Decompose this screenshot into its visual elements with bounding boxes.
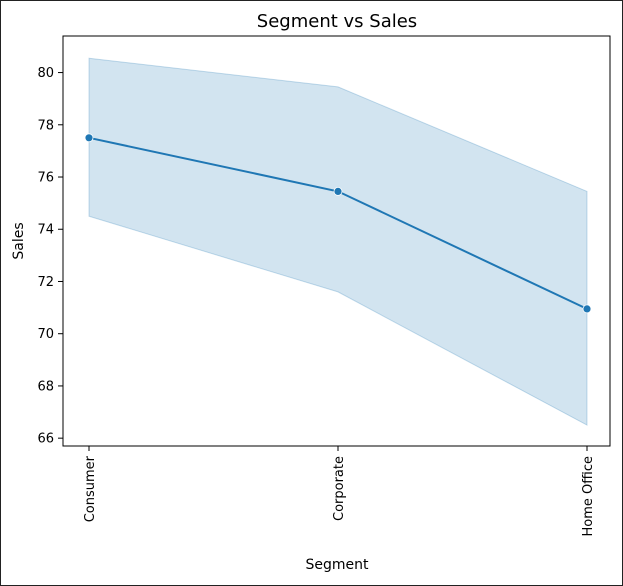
y-tick-label: 78 [37, 118, 54, 133]
y-axis-label: Sales [11, 222, 27, 259]
y-tick-label: 74 [37, 223, 54, 238]
y-axis: 66 68 70 72 74 76 78 80 [37, 66, 63, 447]
x-axis: Consumer Corporate Home Office [83, 446, 596, 536]
data-point [333, 186, 343, 196]
y-tick-label: 70 [37, 327, 54, 342]
x-tick-label: Home Office [581, 456, 596, 536]
series-line-layer [84, 133, 592, 314]
y-tick-label: 80 [37, 66, 54, 81]
x-tick-label: Consumer [83, 455, 98, 522]
y-tick-label: 68 [37, 379, 54, 394]
y-tick-label: 66 [37, 432, 54, 447]
x-axis-label: Segment [306, 557, 370, 573]
chart-title: Segment vs Sales [257, 11, 417, 32]
confidence-band [88, 57, 588, 426]
y-tick-label: 72 [37, 275, 54, 290]
y-tick-label: 76 [37, 171, 54, 186]
x-tick-label: Corporate [332, 456, 347, 521]
confidence-band-layer [88, 57, 588, 426]
plot-area-border [62, 35, 611, 447]
data-point [84, 133, 94, 143]
data-point [582, 304, 592, 314]
